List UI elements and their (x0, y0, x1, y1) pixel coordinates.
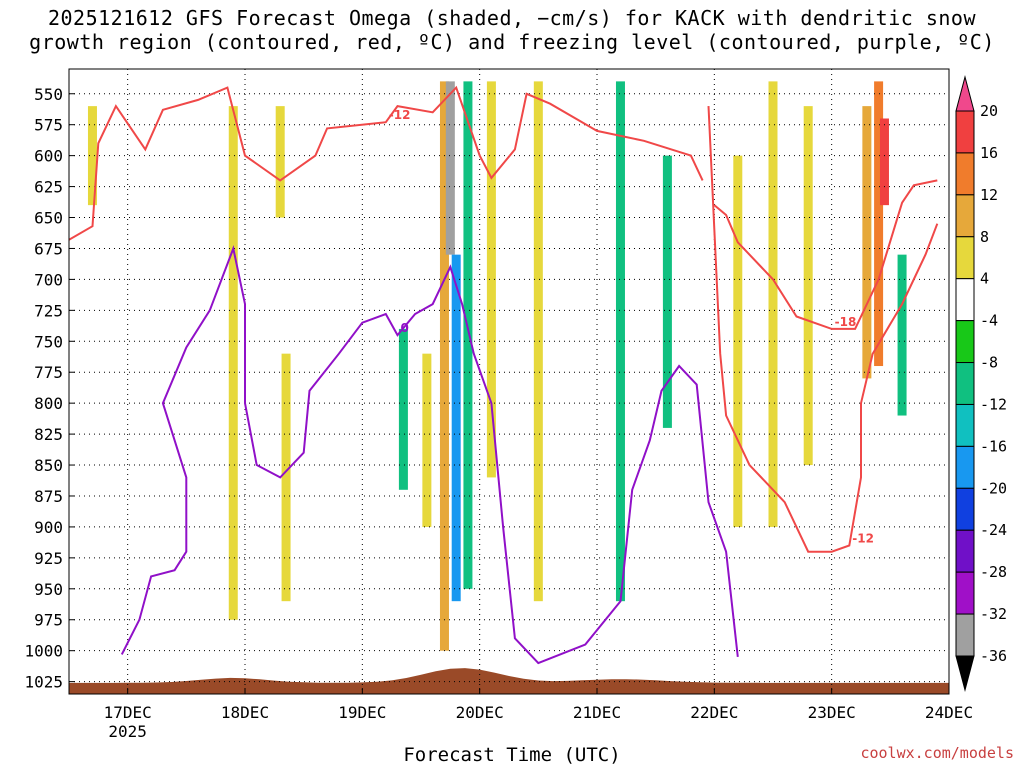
y-tick-label-600: 600 (34, 147, 63, 166)
x-tick-label-17DEC: 17DEC (104, 703, 152, 722)
colorbar-label-3: 8 (980, 228, 989, 246)
omega-band-12 (615, 81, 625, 602)
y-tick-label-900: 900 (34, 518, 63, 537)
colorbar-box-12 (955, 613, 975, 657)
omega-band-14 (733, 155, 743, 527)
x-tick-label-23DEC: 23DEC (808, 703, 856, 722)
y-tick-label-975: 975 (34, 611, 63, 630)
x-tick-label-19DEC: 19DEC (338, 703, 386, 722)
colorbar-box-5 (955, 320, 975, 364)
omega-band-16 (803, 106, 813, 466)
colorbar-box-11 (955, 571, 975, 615)
colorbar-box-9 (955, 487, 975, 531)
contour-label-1: -18 (835, 315, 857, 329)
colorbar-label-6: -8 (980, 354, 998, 372)
y-tick-label-700: 700 (34, 270, 63, 289)
colorbar-label-8: -16 (980, 437, 1007, 455)
x-tick-label-21DEC: 21DEC (573, 703, 621, 722)
colorbar-box-2 (955, 194, 975, 238)
colorbar-box-7 (955, 403, 975, 447)
omega-band-15 (768, 81, 778, 527)
omega-band-11 (533, 81, 543, 602)
colorbar-box-8 (955, 445, 975, 489)
plot-frame (68, 68, 950, 695)
x-tick-label-22DEC: 22DEC (690, 703, 738, 722)
colorbar-box-1 (955, 152, 975, 196)
omega-band-7 (445, 81, 455, 255)
omega-band-20 (897, 254, 907, 416)
colorbar-label-1: 16 (980, 144, 998, 162)
y-tick-label-850: 850 (34, 456, 63, 475)
omega-band-19 (879, 118, 889, 206)
chart-title-line-1: 2025121612 GFS Forecast Omega (shaded, −… (47, 6, 977, 30)
colorbar-box-3 (955, 236, 975, 280)
contour-3 (120, 244, 739, 665)
colorbar-box-0 (955, 110, 975, 154)
y-tick-label-675: 675 (34, 239, 63, 258)
x-axis-label: Forecast Time (UTC) (403, 744, 621, 766)
omega-band-0 (87, 106, 97, 206)
colorbar-label-9: -20 (980, 479, 1007, 497)
omega-band-17 (862, 106, 872, 379)
colorbar-box-10 (955, 529, 975, 573)
y-tick-label-875: 875 (34, 487, 63, 506)
colorbar-bottom-arrow (955, 655, 975, 692)
y-tick-label-825: 825 (34, 425, 63, 444)
omega-band-3 (281, 353, 291, 602)
omega-band-9 (463, 81, 473, 589)
x-tick-label-24DEC: 24DEC (925, 703, 973, 722)
colorbar-box-4 (955, 278, 975, 322)
omega-band-2 (275, 106, 285, 218)
colorbar-top-arrow (955, 75, 975, 112)
y-tick-label-575: 575 (34, 116, 63, 135)
colorbar-label-13: -36 (980, 647, 1007, 665)
contour-label-2: -12 (852, 531, 874, 545)
contour-2 (707, 106, 939, 553)
omega-band-18 (874, 81, 884, 367)
contour-label-0: -12 (389, 108, 411, 122)
y-tick-label-550: 550 (34, 85, 63, 104)
colorbar-label-7: -12 (980, 395, 1007, 413)
omega-band-8 (451, 254, 461, 602)
x-tick-year-label: 2025 (108, 722, 147, 741)
y-tick-label-650: 650 (34, 209, 63, 228)
contour-0 (69, 85, 704, 241)
y-tick-label-1000: 1000 (24, 642, 63, 661)
omega-band-1 (228, 106, 238, 620)
colorbar-label-11: -28 (980, 563, 1007, 581)
colorbar-box-6 (955, 362, 975, 405)
omega-band-13 (662, 155, 672, 428)
credit-text: coolwx.com/models (860, 744, 1014, 762)
omega-band-10 (486, 81, 496, 478)
y-tick-label-725: 725 (34, 301, 63, 320)
y-tick-label-775: 775 (34, 363, 63, 382)
x-tick-label-20DEC: 20DEC (456, 703, 504, 722)
colorbar-label-12: -32 (980, 605, 1007, 623)
contour-label-3: 0 (401, 321, 409, 335)
colorbar-label-10: -24 (980, 521, 1007, 539)
y-tick-label-925: 925 (34, 549, 63, 568)
colorbar-label-4: 4 (980, 270, 989, 288)
y-tick-label-625: 625 (34, 178, 63, 197)
y-tick-label-950: 950 (34, 580, 63, 599)
omega-band-6 (439, 81, 449, 651)
chart-title-line-2: growth region (contoured, red, ºC) and f… (29, 30, 995, 54)
y-tick-label-800: 800 (34, 394, 63, 413)
y-tick-label-1025: 1025 (24, 673, 63, 692)
x-tick-label-18DEC: 18DEC (221, 703, 269, 722)
colorbar-label-0: 20 (980, 102, 998, 120)
colorbar-label-2: 12 (980, 186, 998, 204)
omega-band-4 (398, 328, 408, 490)
contour-1 (713, 179, 938, 330)
terrain-surface (69, 668, 949, 694)
colorbar-label-5: -4 (980, 312, 998, 330)
omega-band-5 (422, 353, 432, 527)
y-tick-label-750: 750 (34, 332, 63, 351)
